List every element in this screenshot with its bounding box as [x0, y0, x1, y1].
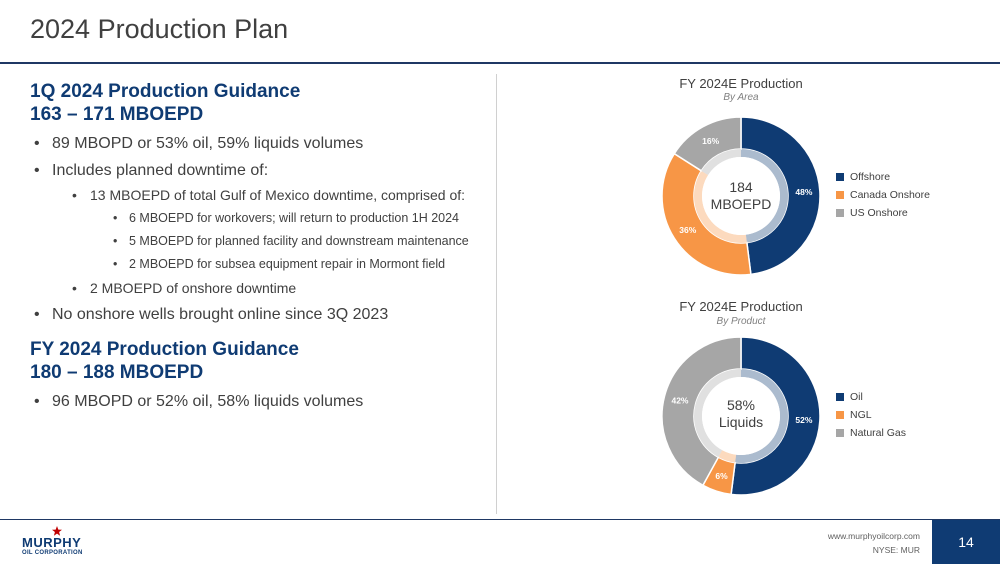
q1-bullet-list: 89 MBOPD or 53% oil, 59% liquids volumes… — [30, 134, 490, 324]
logo-word: MURPHY — [22, 535, 82, 550]
footer-url: www.murphyoilcorp.com — [827, 531, 920, 541]
logo-subtitle: OIL CORPORATION — [22, 550, 83, 556]
q1-bullet-gom-downtime: 13 MBOEPD of total Gulf of Mexico downti… — [30, 186, 490, 204]
footer-ticker: NYSE: MUR — [872, 545, 920, 555]
page-title: 2024 Production Plan — [30, 14, 289, 44]
area-chart-title: FY 2024E Production — [679, 76, 803, 91]
slice-oil — [730, 336, 821, 496]
legend-label: Canada Onshore — [850, 189, 930, 201]
page-number: 14 — [932, 520, 1000, 564]
area-donut-chart: 48% 36% 16% — [661, 116, 821, 276]
fy-bullet-list: 96 MBOPD or 52% oil, 58% liquids volumes — [30, 392, 490, 411]
q1-bullet-oil: 89 MBOPD or 53% oil, 59% liquids volumes — [30, 134, 490, 153]
legend-label: NGL — [850, 409, 872, 421]
legend-swatch — [836, 173, 844, 181]
legend-swatch — [836, 393, 844, 401]
data-label: 6% — [715, 471, 728, 481]
area-chart-subtitle: By Area — [723, 92, 759, 103]
q1-bullet-subsea: 2 MBOEPD for subsea equipment repair in … — [30, 256, 490, 273]
slice-offshore — [740, 116, 821, 276]
inner-ring-us-onshore — [701, 149, 741, 176]
slice-natural-gas — [661, 336, 742, 487]
legend-label: Oil — [850, 391, 863, 403]
legend-label: Offshore — [850, 171, 891, 183]
column-divider — [496, 74, 497, 514]
inner-ring-ngl — [718, 450, 737, 463]
q1-bullet-onshore-downtime: 2 MBOEPD of onshore downtime — [30, 279, 490, 297]
guidance-panel: 1Q 2024 Production Guidance 163 – 171 MB… — [30, 80, 490, 411]
legend-item-ngl: NGL — [836, 406, 906, 424]
footer-rule — [0, 519, 1000, 520]
donut-hole — [702, 377, 780, 455]
legend-item-natural-gas: Natural Gas — [836, 424, 906, 442]
star-icon — [52, 526, 62, 536]
legend-swatch — [836, 429, 844, 437]
product-donut-chart: 52% 6% 42% — [661, 336, 821, 496]
data-label: 36% — [679, 225, 696, 235]
q1-heading-line2: 163 – 171 MBOEPD — [30, 104, 204, 125]
q1-bullet-maintenance: 5 MBOEPD for planned facility and downst… — [30, 233, 490, 250]
area-legend: Offshore Canada Onshore US Onshore — [836, 168, 930, 222]
legend-swatch — [836, 191, 844, 199]
q1-heading-line1: 1Q 2024 Production Guidance — [30, 81, 301, 102]
q1-bullet-downtime: Includes planned downtime of: — [30, 161, 490, 180]
legend-label: US Onshore — [850, 207, 908, 219]
slice-canada-onshore — [661, 152, 752, 276]
donut-hole — [702, 157, 780, 235]
data-label: 16% — [702, 136, 719, 146]
slice-us-onshore — [673, 116, 742, 172]
data-label: 48% — [795, 187, 812, 197]
inner-ring-natural-gas — [694, 369, 741, 458]
legend-item-canada-onshore: Canada Onshore — [836, 186, 930, 204]
area-center-unit: MBOEPD — [710, 196, 772, 212]
product-chart-title: FY 2024E Production — [679, 299, 803, 314]
legend-item-us-onshore: US Onshore — [836, 204, 930, 222]
legend-item-offshore: Offshore — [836, 168, 930, 186]
product-legend: Oil NGL Natural Gas — [836, 388, 906, 442]
product-center-value: 58% — [726, 397, 756, 413]
area-center-value: 184 — [729, 179, 753, 195]
product-center-label: 58% Liquids — [681, 397, 801, 431]
inner-ring-canada-onshore — [694, 170, 747, 243]
legend-swatch — [836, 411, 844, 419]
product-center-unit: Liquids — [718, 414, 764, 430]
legend-label: Natural Gas — [850, 427, 907, 439]
fy-heading-line1: FY 2024 Production Guidance — [30, 339, 299, 360]
q1-bullet-onshore-wells: No onshore wells brought online since 3Q… — [30, 305, 490, 324]
inner-ring-oil — [735, 369, 789, 463]
fy-bullet-oil: 96 MBOPD or 52% oil, 58% liquids volumes — [30, 392, 490, 411]
legend-swatch — [836, 209, 844, 217]
legend-item-oil: Oil — [836, 388, 906, 406]
product-chart-subtitle: By Product — [716, 316, 766, 327]
data-label: 42% — [671, 395, 688, 405]
data-label: 52% — [795, 415, 812, 425]
q1-bullet-workovers: 6 MBOEPD for workovers; will return to p… — [30, 210, 490, 227]
inner-ring-offshore — [741, 149, 788, 243]
title-rule — [0, 62, 1000, 64]
murphy-logo: MURPHY OIL CORPORATION — [22, 526, 92, 557]
fy-heading-line2: 180 – 188 MBOEPD — [30, 362, 204, 383]
area-center-label: 184 MBOEPD — [681, 179, 801, 213]
